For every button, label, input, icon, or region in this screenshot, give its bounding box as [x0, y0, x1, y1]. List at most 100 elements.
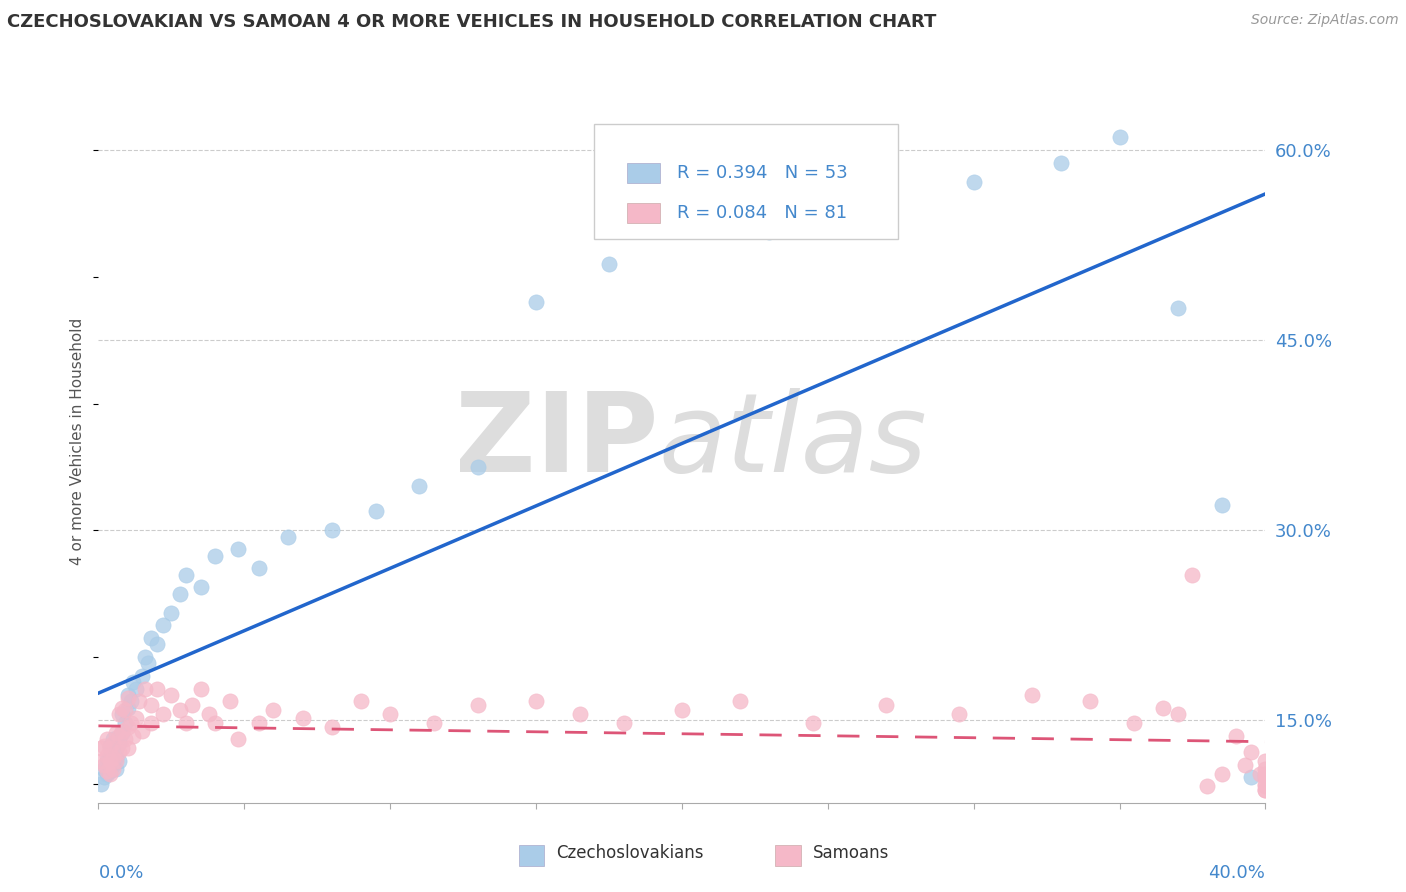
Point [90, 741, 112, 756]
Point [758, 226, 780, 240]
Point [1211, 498, 1233, 512]
Point [160, 606, 183, 620]
Point [180, 698, 202, 713]
Point [93, 771, 115, 785]
Point [139, 698, 162, 713]
Point [104, 726, 127, 740]
Point [90, 754, 112, 768]
Y-axis label: 4 or more Vehicles in Household: 4 or more Vehicles in Household [70, 318, 86, 566]
Point [524, 295, 547, 310]
Point [1254, 780, 1277, 794]
Point [1211, 766, 1233, 780]
Point [228, 542, 250, 557]
FancyBboxPatch shape [519, 845, 544, 866]
Point [131, 723, 153, 738]
Point [98, 741, 121, 756]
Point [1254, 766, 1277, 780]
Point [380, 707, 402, 722]
Point [671, 200, 693, 214]
Point [98, 766, 121, 780]
Point [139, 715, 162, 730]
Point [108, 729, 131, 743]
FancyBboxPatch shape [627, 203, 659, 223]
Point [1254, 777, 1277, 791]
Point [524, 694, 547, 708]
Point [93, 762, 115, 776]
Point [291, 711, 314, 725]
Point [277, 530, 299, 544]
Point [122, 729, 145, 743]
Point [125, 711, 148, 725]
Point [90, 777, 112, 791]
Point [1152, 700, 1174, 714]
Point [111, 700, 134, 714]
Point [152, 707, 174, 722]
Point [104, 741, 127, 756]
FancyBboxPatch shape [775, 845, 801, 866]
Point [120, 694, 142, 708]
Point [598, 257, 620, 271]
Point [136, 657, 159, 671]
Point [1225, 729, 1247, 743]
Point [364, 504, 387, 518]
Point [1167, 707, 1189, 722]
Point [108, 707, 131, 722]
Point [104, 751, 127, 765]
Point [93, 739, 115, 753]
Point [423, 715, 446, 730]
Point [1240, 745, 1263, 759]
Point [1240, 771, 1263, 785]
Point [247, 561, 270, 575]
Point [114, 732, 136, 747]
Point [262, 703, 284, 717]
Point [117, 741, 139, 756]
Point [169, 587, 191, 601]
Point [139, 631, 162, 645]
Point [1123, 715, 1146, 730]
Point [114, 703, 136, 717]
Point [128, 694, 150, 708]
Point [1254, 783, 1277, 797]
Point [198, 707, 221, 722]
Point [111, 723, 134, 738]
Point [875, 698, 897, 713]
Point [98, 748, 121, 763]
Point [111, 741, 134, 756]
Point [1021, 688, 1043, 702]
Text: Source: ZipAtlas.com: Source: ZipAtlas.com [1251, 13, 1399, 28]
Point [1254, 754, 1277, 768]
Text: R = 0.084   N = 81: R = 0.084 N = 81 [678, 204, 848, 222]
Text: ZIP: ZIP [456, 388, 658, 495]
Point [671, 703, 693, 717]
Point [1181, 567, 1204, 582]
Point [125, 681, 148, 696]
Text: R = 0.394   N = 53: R = 0.394 N = 53 [678, 164, 848, 182]
Point [117, 690, 139, 705]
Point [1249, 766, 1271, 780]
Point [101, 751, 124, 765]
Point [98, 754, 121, 768]
Point [190, 580, 212, 594]
Point [1254, 762, 1277, 776]
Point [846, 181, 869, 195]
Point [568, 707, 591, 722]
Point [1108, 130, 1130, 145]
Point [108, 736, 131, 750]
Point [160, 688, 183, 702]
Point [117, 720, 139, 734]
Point [612, 715, 634, 730]
Point [218, 694, 240, 708]
Point [104, 754, 127, 768]
Point [101, 757, 124, 772]
Point [108, 754, 131, 768]
Point [96, 764, 118, 778]
Point [146, 637, 169, 651]
Point [1195, 780, 1218, 794]
Text: 40.0%: 40.0% [1209, 863, 1265, 881]
Point [730, 694, 752, 708]
Point [101, 732, 124, 747]
Point [247, 715, 270, 730]
Point [1254, 771, 1277, 785]
Point [96, 732, 118, 747]
Point [204, 715, 226, 730]
